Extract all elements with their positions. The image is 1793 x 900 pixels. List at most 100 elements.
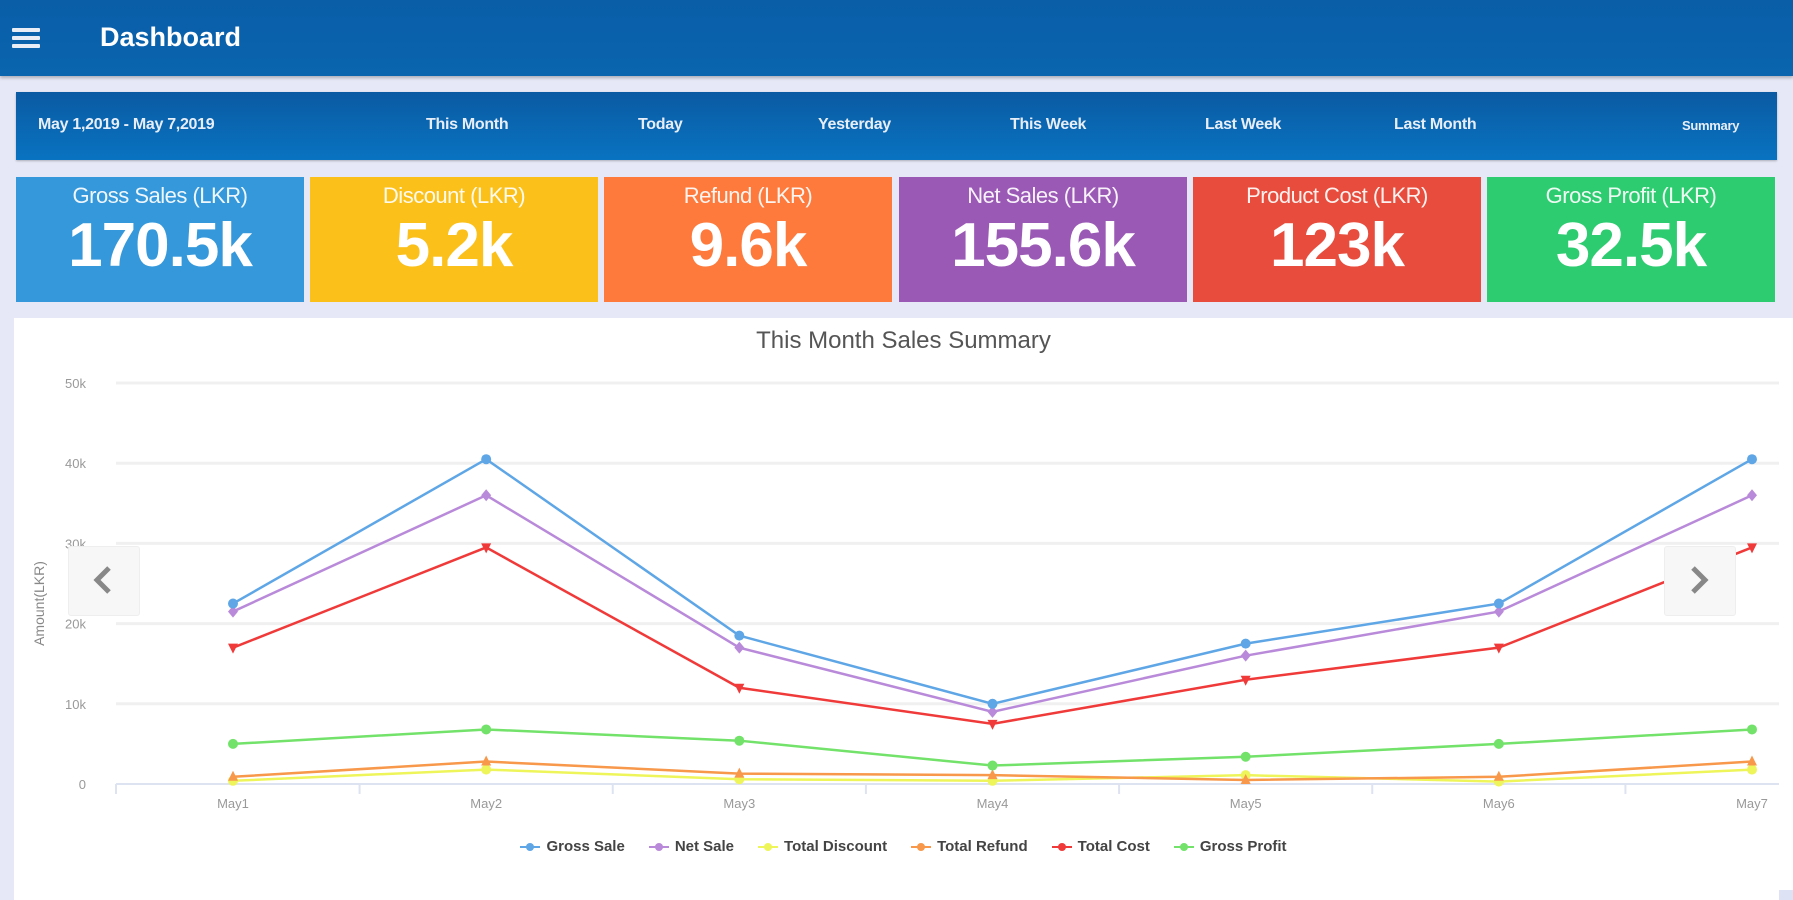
card-refund[interactable]: Refund (LKR) 9.6k [604,177,892,302]
data-point-total-refund [987,769,998,780]
legend-swatch-icon [911,842,932,852]
data-point-net-sale [1493,605,1504,618]
scrollbar-corner [1779,890,1793,900]
data-point-gross-profit [228,738,238,749]
data-point-gross-profit [1240,751,1251,762]
card-label: Gross Profit (LKR) [1545,183,1717,208]
card-label: Net Sales (LKR) [967,183,1119,208]
card-value: 123k [1270,211,1405,280]
x-tick-label: May2 [470,796,502,811]
card-gross-profit[interactable]: Gross Profit (LKR) 32.5k [1487,177,1775,302]
y-tick-label: 0 [79,777,86,792]
data-point-gross-sale [987,698,998,709]
filter-last-month[interactable]: Last Month [1394,116,1477,133]
data-point-gross-sale [1493,598,1504,609]
data-point-total-discount [481,764,492,775]
card-label: Refund (LKR) [683,183,813,208]
series-line-net-sale [232,493,1753,714]
hamburger-menu-icon[interactable] [12,28,40,50]
y-tick-label: 10k [65,697,86,712]
date-filter-bar: May 1,2019 - May 7,2019 This Month Today… [16,92,1777,160]
data-point-gross-profit [987,760,998,771]
filter-today[interactable]: Today [638,116,683,133]
data-point-total-cost [1493,643,1504,654]
data-point-gross-sale [1240,638,1251,649]
series-line-gross-sale [232,457,1753,706]
data-point-net-sale [228,605,238,618]
y-tick-label: 50k [65,376,86,391]
card-discount[interactable]: Discount (LKR) 5.2k [310,177,598,302]
data-point-total-refund [228,770,238,781]
legend-item-net-sale[interactable]: Net Sale [648,838,735,855]
card-label: Discount (LKR) [382,183,526,208]
data-point-net-sale [987,705,998,718]
sales-chart-panel: This Month Sales Summary 0 10k 20k 30k 40k 50… [14,318,1793,900]
y-tick-label: 40k [65,456,86,471]
data-point-gross-sale [1747,454,1757,465]
data-point-net-sale [734,641,745,654]
data-point-total-cost [228,643,238,654]
data-point-total-cost [481,543,492,554]
legend-swatch-icon [520,842,541,852]
filter-last-week[interactable]: Last Week [1205,116,1282,133]
summary-button[interactable]: Summary [1682,118,1740,133]
data-point-total-refund [1493,770,1504,781]
card-product-cost[interactable]: Product Cost (LKR) 123k [1193,177,1481,302]
legend-swatch-icon [1051,842,1072,852]
data-point-total-refund [481,755,492,766]
date-range-label: May 1,2019 - May 7,2019 [38,116,215,133]
data-point-total-refund [734,767,745,778]
data-point-net-sale [1240,649,1251,662]
data-point-gross-profit [481,724,492,735]
filter-yesterday[interactable]: Yesterday [818,116,891,133]
data-point-net-sale [481,489,492,502]
legend-label: Total Discount [784,838,888,855]
legend-label: Total Refund [937,838,1028,855]
data-point-total-cost [1240,675,1251,686]
x-tick-label: May4 [977,796,1009,811]
legend-item-total-cost[interactable]: Total Cost [1051,838,1150,855]
card-net-sales[interactable]: Net Sales (LKR) 155.6k [899,177,1187,302]
filter-this-week[interactable]: This Week [1010,116,1087,133]
filter-this-month[interactable]: This Month [426,116,509,133]
chevron-right-icon [1691,566,1709,594]
data-point-gross-sale [228,598,238,609]
data-point-total-refund [1747,755,1757,766]
legend-item-gross-profit[interactable]: Gross Profit [1173,838,1287,855]
card-value: 5.2k [395,211,514,280]
x-tick-label: May1 [217,796,249,811]
series-line-gross-profit [232,728,1753,767]
card-label: Product Cost (LKR) [1246,183,1428,208]
data-point-gross-profit [734,735,745,746]
data-point-total-cost [734,683,745,694]
legend-item-total-discount[interactable]: Total Discount [758,838,887,855]
legend-label: Net Sale [674,838,735,855]
data-point-net-sale [1747,489,1757,502]
y-axis-label: Amount(LKR) [31,561,47,646]
app-bar: Dashboard [0,0,1793,76]
legend-item-total-refund[interactable]: Total Refund [911,838,1028,855]
x-tick-label: May3 [723,796,755,811]
legend-swatch-icon [1173,842,1194,852]
data-point-gross-sale [481,454,492,465]
data-point-total-discount [1747,764,1757,775]
x-tick-label: May5 [1230,796,1262,811]
chevron-left-icon [93,566,111,594]
x-tick-label: May7 [1736,796,1768,811]
x-tick-label: May6 [1483,796,1515,811]
legend-swatch-icon [648,842,669,852]
data-point-gross-profit [1747,724,1757,735]
card-label: Gross Sales (LKR) [72,183,248,208]
legend-label: Gross Profit [1199,838,1287,855]
card-gross-sales[interactable]: Gross Sales (LKR) 170.5k [16,177,304,302]
card-value: 9.6k [689,211,808,280]
data-point-total-cost [987,719,998,730]
card-value: 170.5k [68,211,253,280]
series-line-total-cost [232,546,1753,726]
chart-title: This Month Sales Summary [756,327,1051,354]
carousel-next-button[interactable] [1664,546,1736,616]
page-title: Dashboard [100,22,242,52]
legend-item-gross-sale[interactable]: Gross Sale [520,838,625,855]
carousel-prev-button[interactable] [68,546,140,616]
